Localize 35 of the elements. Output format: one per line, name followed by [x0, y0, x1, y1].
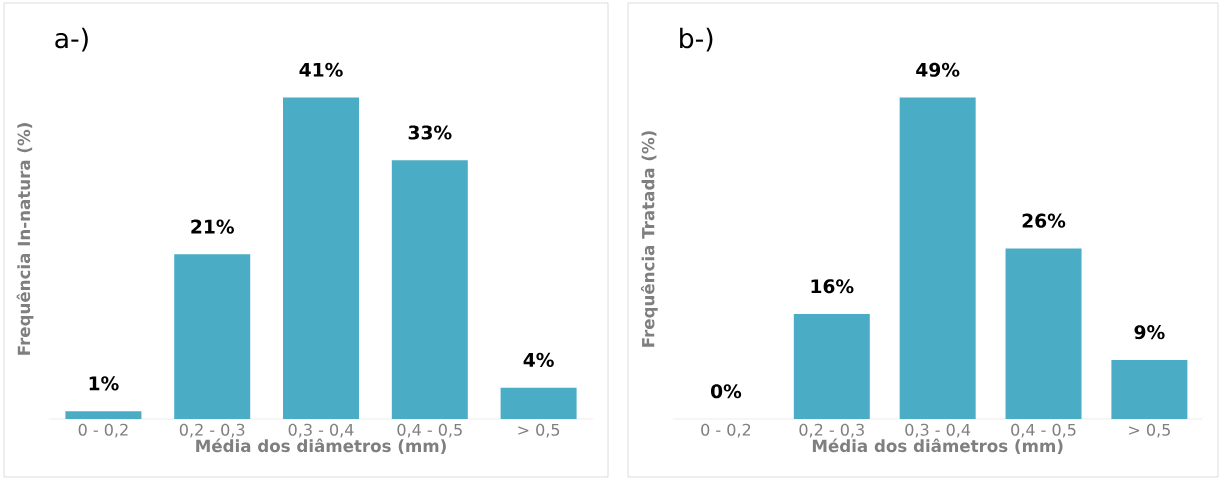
- data-label: 21%: [191, 219, 234, 234]
- bar: [1111, 359, 1188, 419]
- data-label: 0%: [710, 384, 742, 399]
- x-tick-label: > 0,5: [1129, 423, 1170, 438]
- data-label: 26%: [1022, 213, 1066, 228]
- x-axis-title: Média dos diâmetros (mm): [196, 438, 446, 455]
- x-tick-label: 0 - 0,2: [701, 423, 751, 438]
- x-tick-label: 0,4 - 0,5: [397, 423, 462, 438]
- bar: [65, 411, 142, 419]
- x-tick-label: > 0,5: [518, 423, 560, 438]
- data-label: 16%: [811, 279, 854, 294]
- bar: [391, 160, 468, 419]
- x-tick-label: 0,2 - 0,3: [179, 423, 245, 438]
- bar: [174, 254, 251, 419]
- x-tick-label: 0,3 - 0,4: [905, 423, 971, 438]
- data-label: 9%: [1134, 325, 1165, 340]
- data-label: 41%: [299, 62, 343, 77]
- data-label: 4%: [523, 352, 554, 367]
- x-tick-label: 0 - 0,2: [78, 423, 128, 438]
- x-axis-title: Média dos diâmetros (mm): [812, 438, 1063, 455]
- bar: [899, 97, 976, 419]
- bar: [1005, 248, 1082, 419]
- x-tick-label: 0,4 - 0,5: [1011, 423, 1076, 438]
- y-axis-title: Frequência Tratada (%): [640, 131, 658, 347]
- bar: [283, 97, 360, 419]
- data-label: 49%: [916, 62, 960, 77]
- y-axis-title: Frequência In-natura (%): [16, 123, 34, 355]
- chart-title: a-): [55, 27, 88, 52]
- data-label: 1%: [89, 376, 119, 391]
- x-tick-label: 0,3 - 0,4: [288, 423, 354, 438]
- bar: [500, 387, 577, 419]
- data-label: 33%: [408, 125, 452, 140]
- x-tick-label: 0,2 - 0,3: [799, 423, 864, 438]
- chart-title: b-): [680, 27, 713, 52]
- bar: [793, 314, 870, 419]
